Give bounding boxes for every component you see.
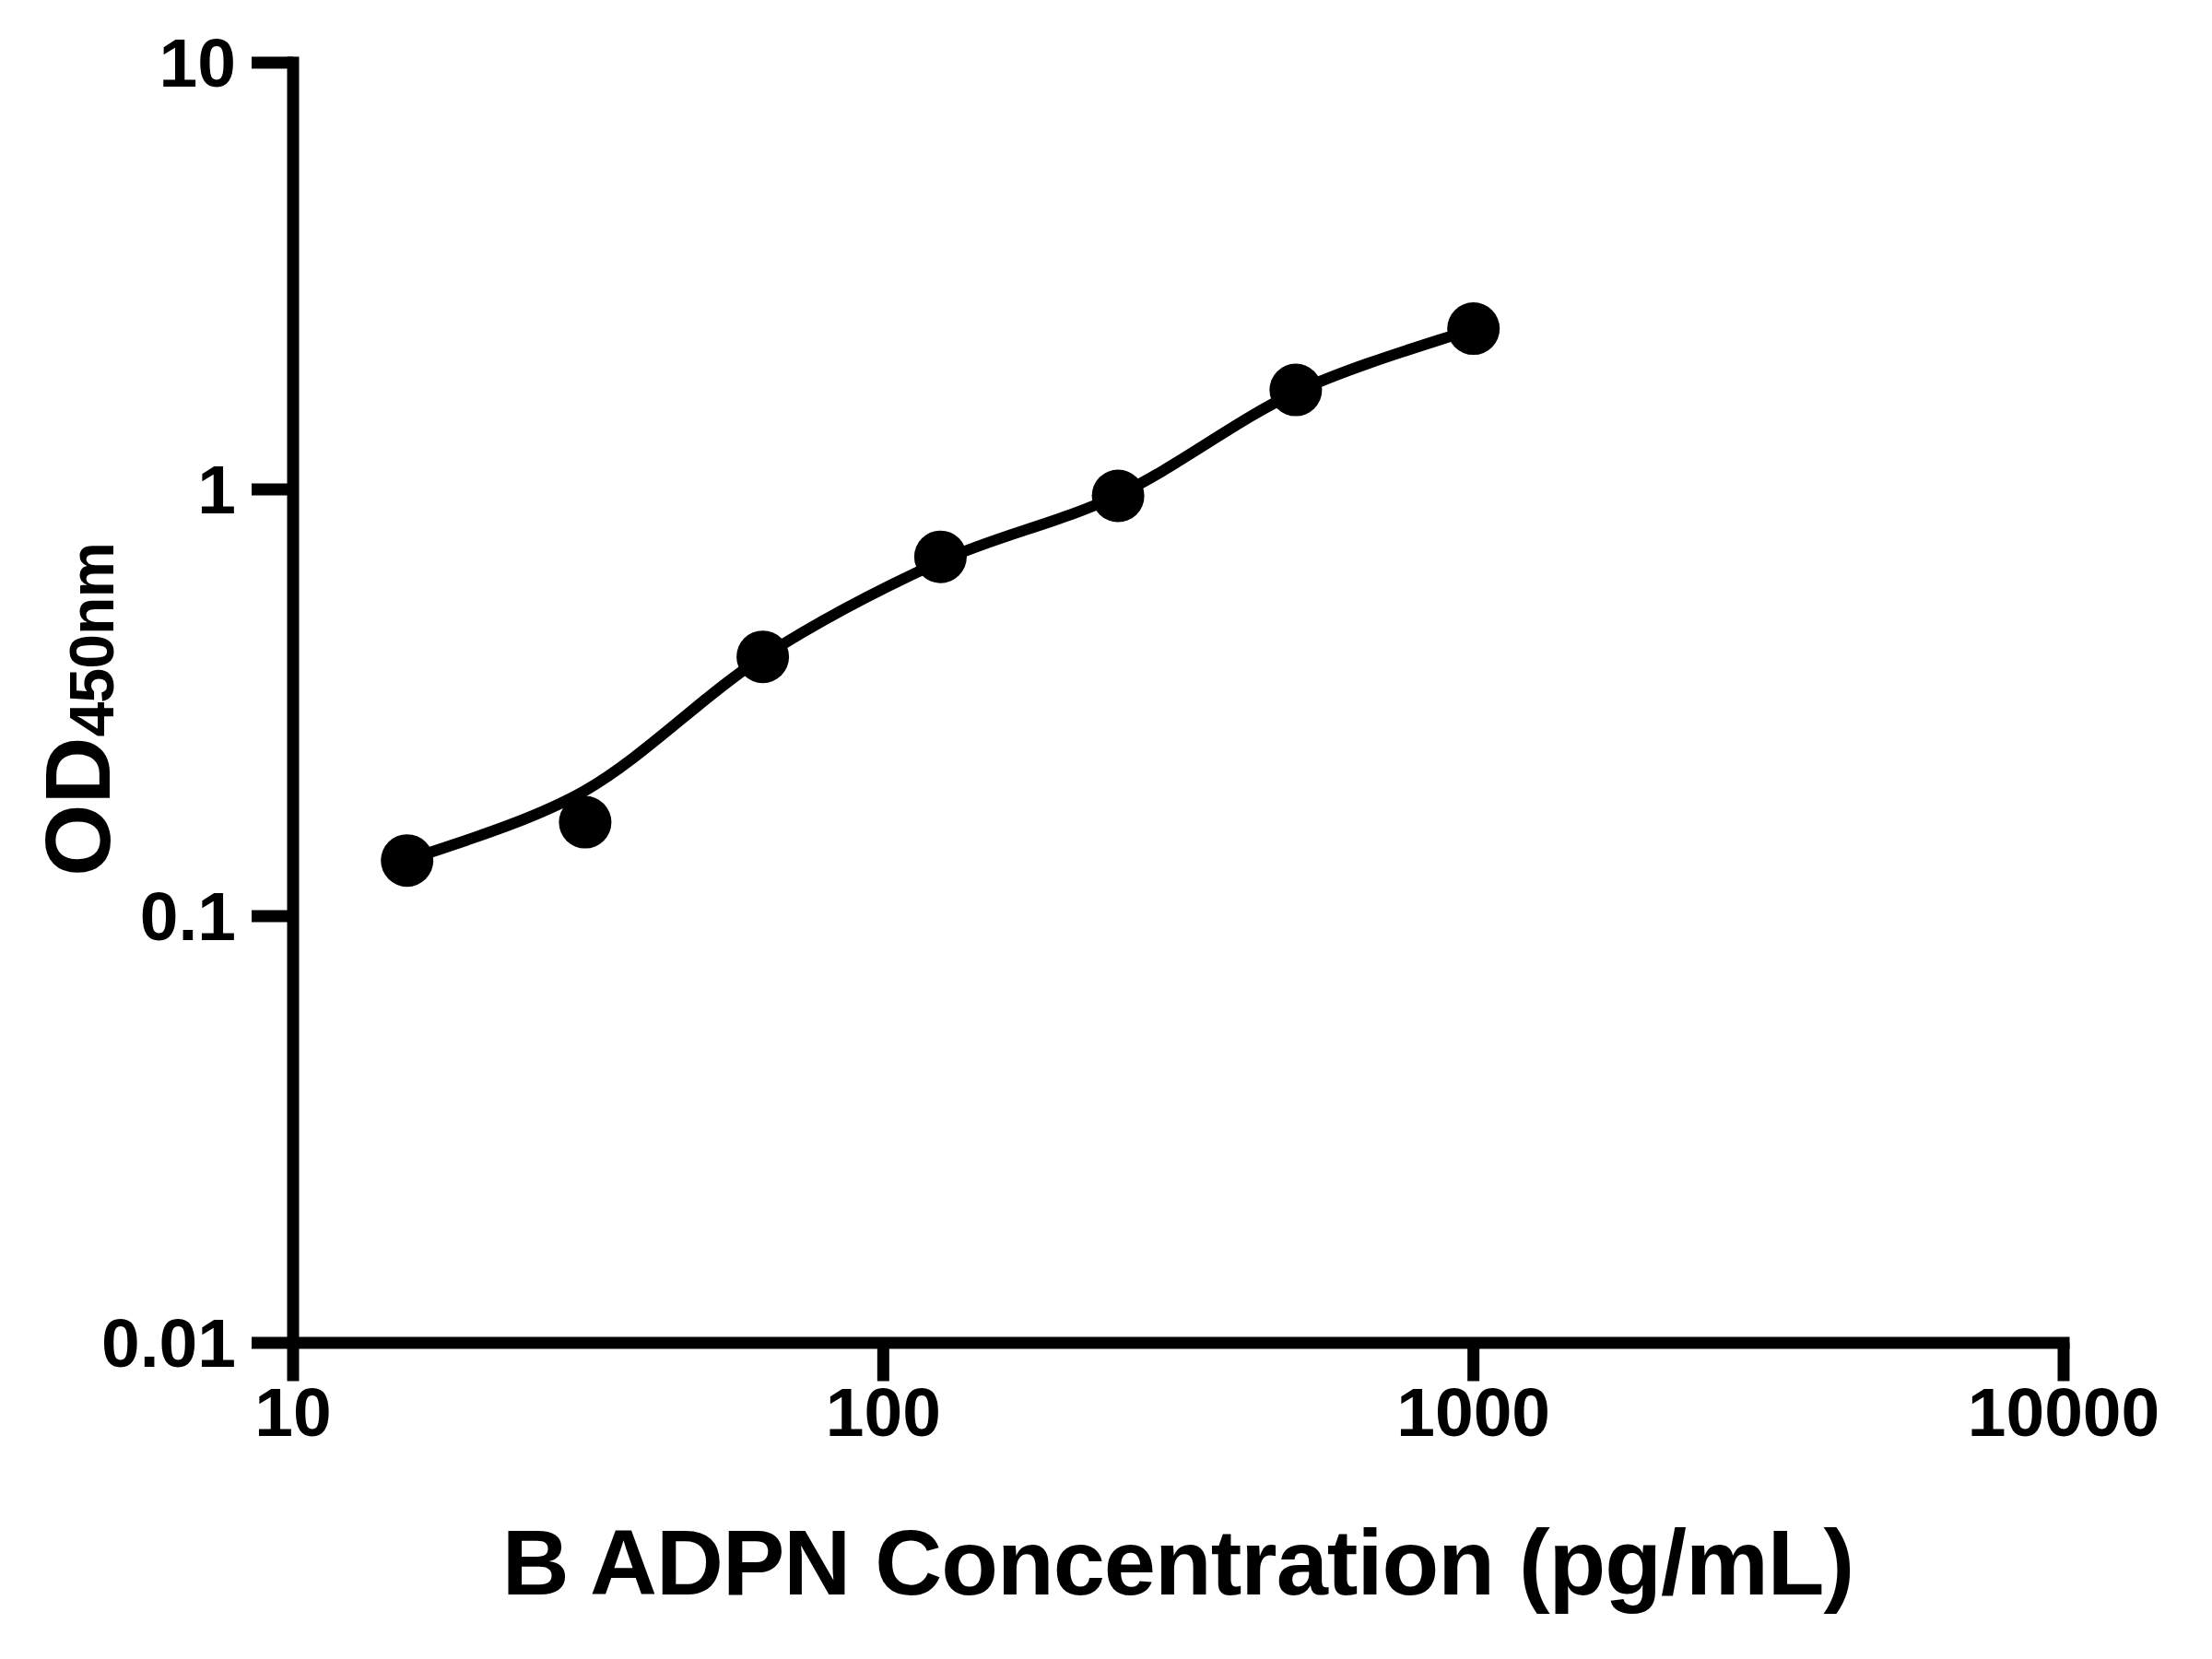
chart-canvas: 1010.10.0110100100010000 OD450nm B ADPN … bbox=[0, 0, 2212, 1659]
data-point-marker bbox=[914, 531, 967, 583]
y-tick-label: 0.1 bbox=[0, 882, 236, 951]
x-tick-label: 1000 bbox=[1317, 1378, 1630, 1447]
x-tick-label: 100 bbox=[726, 1378, 1040, 1447]
y-axis-title: OD450nm bbox=[31, 543, 124, 877]
y-axis-title-subscript: 450nm bbox=[56, 543, 126, 736]
data-point-marker bbox=[1092, 470, 1145, 523]
y-tick-label: 10 bbox=[0, 29, 236, 98]
x-tick-label: 10 bbox=[136, 1378, 450, 1447]
data-point-marker bbox=[559, 796, 611, 849]
y-tick-label: 0.01 bbox=[0, 1309, 236, 1378]
data-point-marker bbox=[1269, 364, 1322, 417]
x-tick-label: 10000 bbox=[1907, 1378, 2212, 1447]
data-point-marker bbox=[1447, 302, 1500, 355]
data-point-marker bbox=[381, 834, 433, 887]
x-axis-title: B ADPN Concentration (pg/mL) bbox=[502, 1516, 1853, 1609]
y-tick-label: 1 bbox=[0, 455, 236, 524]
data-point-marker bbox=[736, 630, 789, 683]
y-axis-title-base: OD bbox=[26, 736, 129, 877]
